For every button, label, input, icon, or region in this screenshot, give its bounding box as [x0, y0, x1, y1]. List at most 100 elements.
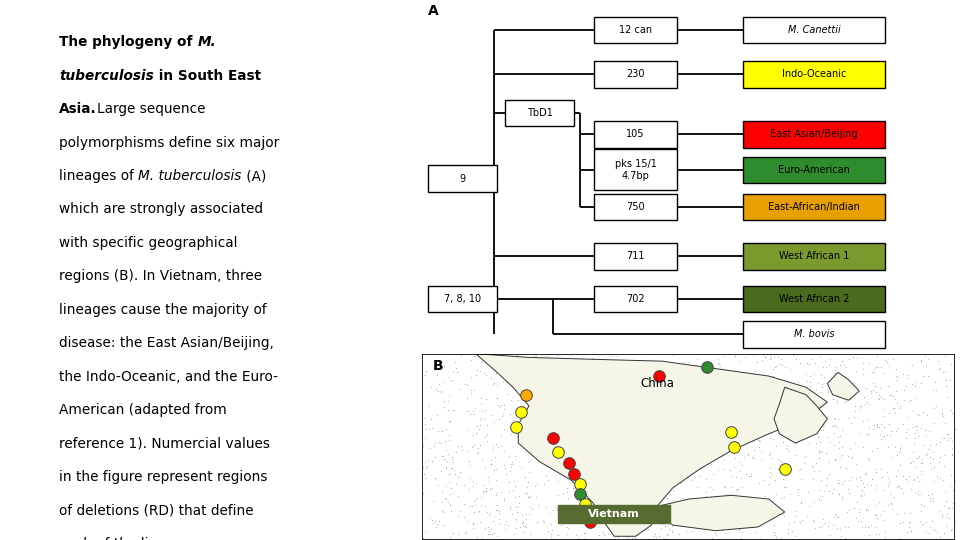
Point — [751, 443, 766, 452]
Point — [914, 469, 929, 478]
Point — [944, 409, 959, 418]
Point — [592, 355, 608, 363]
Point — [947, 401, 960, 409]
Point — [645, 431, 660, 440]
Point — [672, 423, 687, 432]
Point — [563, 383, 578, 391]
Point — [903, 485, 919, 494]
Point — [632, 369, 647, 378]
Point — [761, 480, 777, 488]
FancyBboxPatch shape — [594, 17, 677, 43]
Point — [814, 409, 829, 418]
Point — [776, 511, 791, 520]
Point — [945, 525, 960, 534]
Point — [649, 467, 664, 475]
Point — [445, 406, 461, 414]
Point — [612, 475, 627, 483]
Point — [866, 379, 881, 387]
Point — [637, 518, 653, 527]
Point — [800, 376, 815, 385]
Point — [456, 512, 471, 521]
Point — [439, 495, 454, 503]
Point — [849, 514, 864, 522]
Point — [858, 504, 874, 513]
Point — [714, 506, 730, 515]
Point — [479, 437, 494, 445]
Point — [518, 522, 534, 531]
Point — [582, 503, 597, 512]
Point — [530, 386, 545, 394]
Point — [483, 484, 498, 493]
Point — [496, 404, 512, 413]
Point — [630, 530, 645, 539]
Point — [671, 470, 686, 479]
Point — [504, 426, 519, 434]
Point — [870, 423, 885, 431]
Point — [939, 436, 954, 444]
Point — [744, 509, 759, 518]
Point — [567, 450, 583, 459]
Point — [443, 490, 458, 499]
Point — [671, 530, 686, 538]
Point — [780, 441, 795, 449]
Point — [694, 402, 709, 411]
Point — [745, 390, 760, 399]
Point — [828, 512, 844, 521]
Point — [908, 454, 924, 462]
Point — [880, 473, 896, 482]
Point — [711, 523, 727, 531]
Point — [619, 532, 635, 540]
Point — [769, 395, 784, 403]
Point — [803, 372, 818, 380]
Point — [545, 390, 561, 399]
Point — [936, 461, 951, 470]
Point — [729, 486, 744, 495]
Point — [562, 373, 577, 382]
Point — [464, 389, 479, 398]
Point — [832, 535, 848, 540]
Point — [764, 497, 780, 505]
Point — [489, 476, 504, 484]
Point — [539, 503, 554, 511]
Point — [518, 510, 534, 518]
Point — [714, 526, 730, 535]
Point — [529, 352, 544, 361]
Point — [947, 364, 960, 373]
Point — [695, 496, 710, 504]
Point — [941, 504, 956, 512]
Point — [482, 527, 497, 536]
Text: disease: the East Asian/Beijing,: disease: the East Asian/Beijing, — [60, 336, 274, 350]
Point — [830, 433, 846, 441]
Point — [814, 448, 829, 456]
Point — [510, 350, 525, 359]
Point — [856, 490, 872, 499]
Point — [839, 389, 854, 397]
Point — [463, 373, 478, 382]
Point — [543, 533, 559, 540]
FancyBboxPatch shape — [594, 61, 677, 87]
Point — [912, 477, 927, 485]
Point — [763, 422, 779, 430]
Point — [914, 355, 929, 364]
Point — [721, 375, 736, 383]
Point — [430, 427, 445, 435]
Point — [567, 458, 583, 467]
Point — [788, 450, 804, 459]
Point — [660, 424, 676, 433]
Point — [456, 481, 471, 490]
Point — [907, 462, 923, 471]
Point — [768, 349, 783, 358]
Point — [462, 456, 477, 465]
Point — [944, 503, 959, 512]
Point — [489, 465, 504, 474]
Point — [934, 409, 949, 417]
Point — [506, 460, 521, 468]
Text: 7, 8, 10: 7, 8, 10 — [444, 294, 481, 304]
Point — [938, 418, 953, 427]
Point — [807, 414, 823, 423]
Point — [755, 416, 770, 424]
Point — [636, 369, 651, 378]
Point — [495, 409, 511, 418]
Point — [480, 421, 495, 430]
Point — [762, 434, 778, 442]
